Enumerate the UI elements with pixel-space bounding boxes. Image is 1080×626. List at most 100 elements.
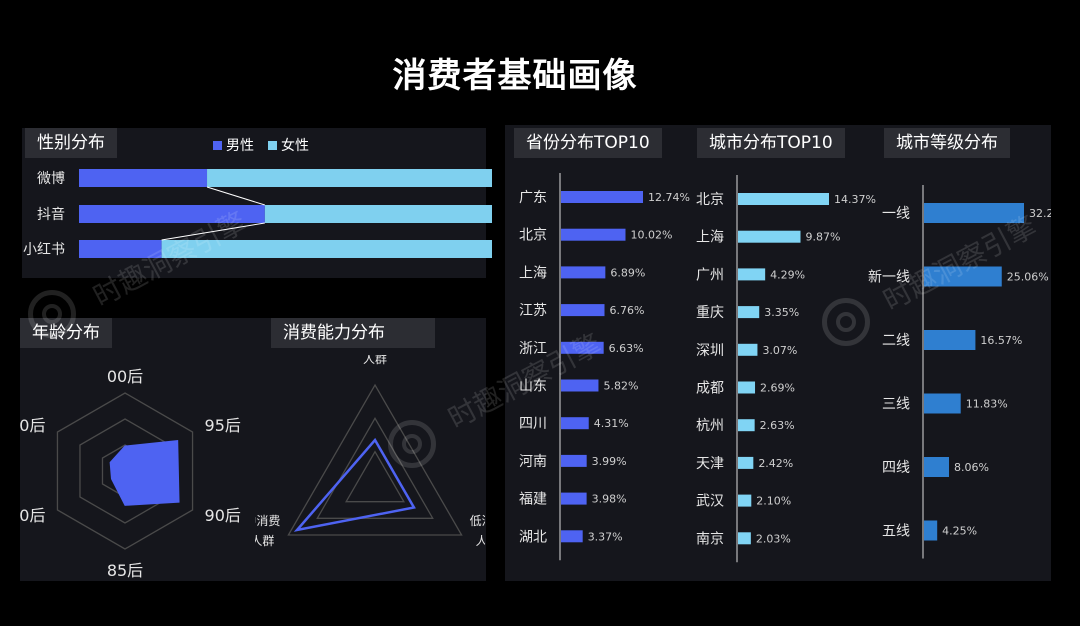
watermark-logo-icon	[822, 298, 870, 346]
legend-female: 女性	[268, 135, 309, 155]
bar-mark	[738, 381, 756, 394]
bar-value-label: 5.82%	[603, 380, 638, 393]
distribution-charts: 广东 12.74% 北京 10.02% 上海 6.89% 江苏 6.76% 浙江 6.63% 山东 5…	[519, 173, 1051, 563]
bar-mark	[738, 230, 801, 243]
bar-mark	[561, 266, 606, 279]
age-axis-label: 95后	[205, 416, 241, 435]
page-title: 消费者基础画像	[392, 56, 638, 96]
bar-value-label: 32.23%	[1029, 207, 1051, 220]
gender-bar-female	[161, 240, 492, 258]
gender-category-label: 小红书	[23, 242, 65, 258]
bar-mark	[738, 494, 752, 507]
gender-category-label: 抖音	[37, 206, 65, 223]
male-swatch	[213, 140, 222, 150]
bar-value-label: 2.69%	[760, 382, 795, 395]
bar-category-label: 五线	[882, 524, 910, 540]
bar-value-label: 2.10%	[756, 495, 791, 508]
bar-category-label: 北京	[519, 228, 547, 244]
radar-grid-ring	[287, 383, 463, 536]
bar-mark	[924, 330, 976, 350]
bar-value-label: 8.06%	[954, 461, 989, 474]
bar-category-label: 四川	[519, 416, 547, 432]
bar-value-label: 3.37%	[588, 530, 623, 543]
bar-mark	[738, 268, 766, 281]
bar-mark	[561, 304, 605, 317]
bar-mark	[738, 456, 754, 469]
bar-mark	[924, 520, 938, 541]
age-radar-chart: 00后 95后 90后 85后 80后 70后	[20, 367, 241, 580]
bar-category-label: 深圳	[696, 343, 724, 359]
spending-axis-label: 人群	[476, 534, 485, 548]
age-axis-label: 70后	[20, 416, 45, 435]
bar-value-label: 2.63%	[760, 419, 795, 432]
bar-value-label: 3.99%	[592, 455, 627, 468]
legend-male-label: 男性	[226, 138, 254, 154]
gender-bar-female	[207, 169, 492, 187]
spending-header: 消费能力分布	[271, 318, 435, 348]
bar-category-label: 广州	[696, 267, 724, 283]
bar-value-label: 10.02%	[630, 229, 672, 242]
bar-value-label: 12.74%	[648, 191, 690, 204]
bar-value-label: 4.29%	[770, 268, 805, 281]
bar-value-label: 6.89%	[610, 266, 645, 279]
radar-grid-ring	[345, 450, 405, 503]
bar-category-label: 二线	[882, 333, 910, 349]
bar-category-label: 四线	[882, 460, 910, 476]
gender-legend: 男性 女性	[213, 135, 309, 155]
bar-mark	[561, 191, 643, 203]
bar-mark	[561, 379, 599, 392]
bar-category-label: 上海	[519, 265, 547, 281]
gender-connector-line	[161, 222, 265, 241]
bar-category-label: 广东	[519, 190, 547, 206]
bar-mark	[924, 393, 961, 414]
bar-category-label: 一线	[882, 206, 910, 222]
bar-mark	[738, 193, 829, 205]
bar-value-label: 4.31%	[594, 417, 629, 430]
age-axis-label: 85后	[107, 561, 143, 580]
bar-value-label: 11.83%	[966, 398, 1008, 411]
bar-category-label: 江苏	[519, 303, 547, 319]
gender-category-label: 微博	[37, 170, 65, 187]
bar-mark	[561, 228, 626, 241]
bar-mark	[561, 417, 589, 430]
bar-category-label: 成都	[696, 381, 724, 397]
bar-mark	[924, 203, 1024, 223]
watermark-logo-icon	[388, 420, 436, 468]
age-axis-label: 80后	[20, 506, 45, 525]
gender-connector-line	[206, 186, 265, 206]
bar-value-label: 3.35%	[764, 306, 799, 319]
age-axis-label: 90后	[205, 506, 241, 525]
bar-value-label: 25.06%	[1007, 271, 1049, 284]
bar-value-label: 4.25%	[942, 525, 977, 538]
city-header: 城市分布TOP10	[697, 128, 845, 158]
legend-female-label: 女性	[281, 138, 309, 154]
gender-bar-male	[79, 205, 265, 223]
bar-mark	[561, 492, 587, 505]
bar-category-label: 南京	[696, 531, 724, 547]
bar-value-label: 6.63%	[609, 342, 644, 355]
female-swatch	[268, 140, 277, 150]
gender-bar-male	[79, 240, 162, 258]
bar-mark	[924, 266, 1002, 287]
bar-category-label: 福建	[519, 492, 547, 508]
radar-series-shape	[109, 440, 180, 506]
tier-header: 城市等级分布	[884, 128, 1010, 158]
spending-axis-label: 人群	[363, 355, 387, 366]
bar-mark	[561, 454, 587, 467]
radar-series-shape	[293, 437, 416, 532]
bar-mark	[738, 306, 760, 319]
watermark-logo-icon	[28, 290, 76, 338]
gender-bar-female	[264, 205, 492, 223]
bar-value-label: 16.57%	[980, 334, 1022, 347]
bar-value-label: 9.87%	[806, 231, 841, 244]
bar-value-label: 2.42%	[758, 457, 793, 470]
spending-axis-label: 中消费	[255, 513, 280, 528]
bar-value-label: 3.07%	[762, 344, 797, 357]
spending-axis-label: 低消费	[470, 514, 485, 528]
bar-category-label: 北京	[696, 192, 724, 208]
bar-category-label: 武汉	[696, 494, 724, 510]
bar-value-label: 6.76%	[610, 304, 645, 317]
bar-value-label: 14.37%	[834, 193, 876, 206]
spending-radar-chart: 高消费人群低消费人群中消费人群	[255, 355, 485, 548]
